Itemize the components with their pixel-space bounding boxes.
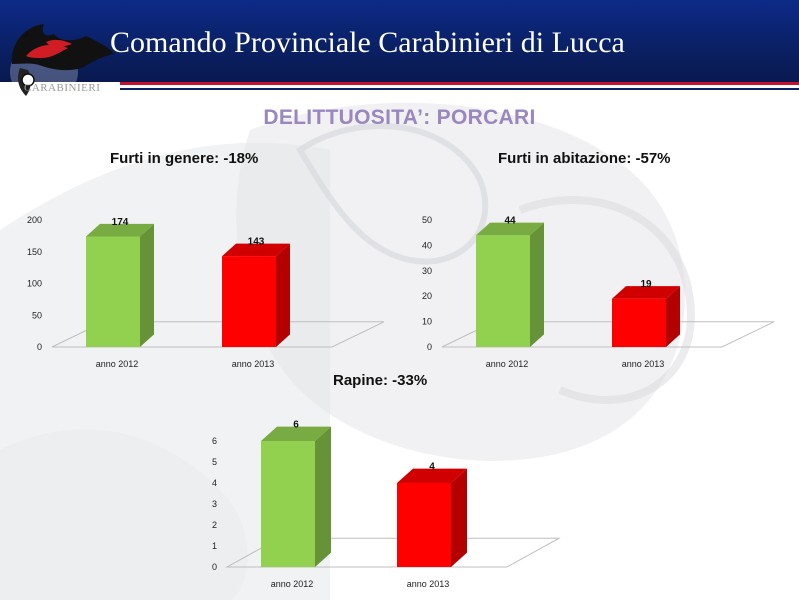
y-tick-label: 4: [212, 478, 217, 488]
y-tick-label: 10: [422, 317, 432, 327]
y-tick-label: 30: [422, 266, 432, 276]
bar-side: [315, 426, 331, 567]
category-label: anno 2012: [96, 359, 139, 369]
chart-title-furti-in-genere: Furti in genere: -18%: [110, 150, 259, 167]
bar-side: [276, 243, 290, 347]
category-label: anno 2013: [622, 359, 665, 369]
bar-front: [397, 483, 451, 567]
logo-caption: CARABINIERI: [24, 82, 101, 94]
bar-front: [86, 236, 140, 347]
bar-top: [261, 426, 331, 441]
y-tick-label: 50: [32, 310, 42, 320]
chart-title-rapine: Rapine: -33%: [333, 372, 428, 389]
data-label: 143: [248, 237, 265, 248]
bar-top: [86, 223, 154, 237]
y-tick-label: 50: [422, 215, 432, 225]
chart-furti-in-genere: 0 50 100 150 200 174 anno 2012 143 anno 2013: [27, 215, 385, 369]
bar-side: [451, 468, 467, 567]
y-tick-label: 20: [422, 291, 432, 301]
header-rule-blue: [120, 88, 799, 90]
chart-furti-in-abitazione: 0 10 20 30 40 50 44 anno 2012 19 anno 2013: [422, 215, 775, 369]
y-tick-label: 3: [212, 499, 217, 509]
bar-top: [476, 222, 544, 236]
bar-side: [666, 286, 680, 347]
category-label: anno 2012: [271, 579, 314, 589]
data-label: 44: [504, 216, 516, 227]
bar-top: [612, 286, 680, 299]
data-label: 4: [429, 462, 435, 473]
y-tick-label: 150: [27, 247, 42, 257]
y-tick-label: 200: [27, 215, 42, 225]
bar-side: [140, 223, 154, 347]
header-rule-red: [120, 82, 799, 85]
carabinieri-flame-emblem-icon: [10, 24, 114, 102]
bar-top: [397, 468, 467, 483]
bar-top: [222, 243, 290, 257]
y-tick-label: 0: [212, 562, 217, 572]
bar-front: [612, 298, 666, 347]
category-label: anno 2013: [407, 579, 450, 589]
y-tick-label: 2: [212, 520, 217, 530]
header-bar: Comando Provinciale Carabinieri di Lucca: [0, 0, 799, 82]
category-label: anno 2012: [486, 359, 529, 369]
bar-side: [530, 222, 544, 347]
chart-rapine: 0 1 2 3 4 5 6 6 anno 2012 4 anno 2013: [212, 420, 561, 589]
data-label: 174: [112, 217, 129, 228]
chart-title-furti-in-abitazione: Furti in abitazione: -57%: [498, 150, 671, 167]
bar-front: [261, 441, 315, 567]
y-tick-label: 40: [422, 240, 432, 250]
bar-front: [222, 256, 276, 347]
y-tick-label: 6: [212, 436, 217, 446]
data-label: 19: [640, 279, 652, 290]
header-title: Comando Provinciale Carabinieri di Lucca: [110, 26, 625, 59]
y-tick-label: 100: [27, 279, 42, 289]
data-label: 6: [293, 420, 299, 431]
bar-front: [476, 235, 530, 347]
y-tick-label: 0: [37, 342, 42, 352]
y-tick-label: 5: [212, 457, 217, 467]
slide-title: DELITTUOSITA’: PORCARI: [263, 106, 536, 129]
y-tick-label: 1: [212, 541, 217, 551]
y-tick-label: 0: [427, 342, 432, 352]
category-label: anno 2013: [232, 359, 275, 369]
